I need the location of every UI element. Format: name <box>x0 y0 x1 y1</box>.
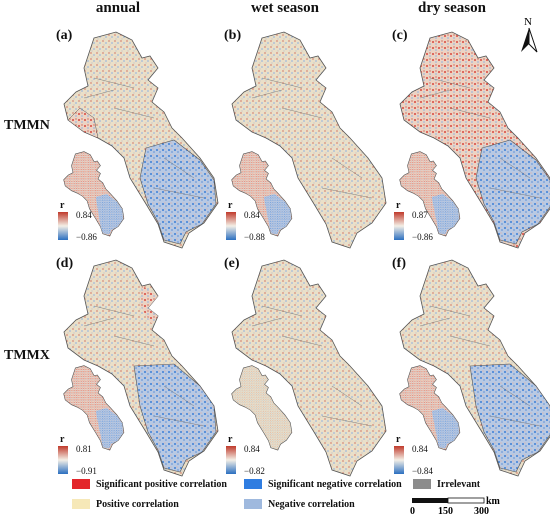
legend-item-sig-positive: Significant positive correlation <box>72 478 227 490</box>
row-title-tmmx: TMMX <box>4 348 50 364</box>
map-panel-b: (b) r 0.84−0.88 <box>222 28 392 273</box>
panel-label: (f) <box>392 256 406 272</box>
legend-swatch <box>72 479 90 489</box>
column-title-annual: annual <box>58 0 178 17</box>
legend-item-negative: Negative correlation <box>244 498 355 510</box>
legend-swatch <box>413 479 431 489</box>
legend-swatch <box>72 499 90 509</box>
panel-label: (b) <box>224 28 241 44</box>
scale-bar: 0 150 300 km <box>410 496 540 516</box>
legend-swatch <box>244 479 262 489</box>
panel-label: (a) <box>56 28 72 44</box>
scale-tick-300: 300 <box>474 506 489 516</box>
scale-tick-0: 0 <box>410 506 415 516</box>
laos-inset-d <box>58 364 128 454</box>
scale-tick-150: 150 <box>438 506 453 516</box>
legend-item-irrelevant: Irrelevant <box>413 478 480 490</box>
panel-label: (c) <box>392 28 408 44</box>
panel-label: (d) <box>56 256 73 272</box>
column-title-dry-season: dry season <box>392 0 512 17</box>
map-panel-a: (a) r 0.84−0.86 <box>54 28 224 273</box>
map-panel-e: (e) r 0.84−0.82 <box>222 256 392 501</box>
column-title-wet-season: wet season <box>225 0 345 17</box>
laos-inset-b <box>226 150 296 240</box>
laos-inset-a <box>58 150 128 240</box>
laos-inset-c <box>394 150 464 240</box>
laos-inset-e <box>226 364 296 454</box>
legend-swatch <box>244 499 262 509</box>
legend-item-positive: Positive correlation <box>72 498 179 510</box>
panel-label: (e) <box>224 256 240 272</box>
legend-item-sig-negative: Significant negative correlation <box>244 478 402 490</box>
map-panel-d: (d) r 0.81−0.91 <box>54 256 224 501</box>
north-label: N <box>524 16 532 28</box>
map-panel-f: (f) r 0.84−0.84 <box>390 256 550 501</box>
map-panel-c: (c) r 0.87−0.86 <box>390 28 550 273</box>
laos-inset-f <box>394 364 464 454</box>
row-title-tmmn: TMMN <box>4 118 50 134</box>
scale-unit: km <box>486 496 501 507</box>
